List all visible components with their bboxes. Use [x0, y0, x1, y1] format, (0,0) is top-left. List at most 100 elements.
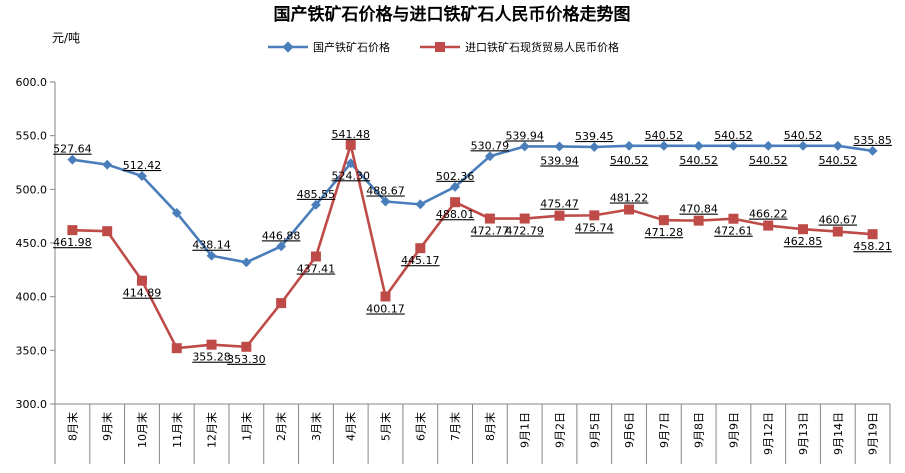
series-1-point	[276, 298, 287, 309]
data-label-domestic: 438.14	[192, 239, 231, 252]
series-1-point	[728, 213, 739, 224]
data-label-import: 458.21	[853, 240, 892, 253]
series-0-point	[728, 140, 739, 151]
data-label-import: 462.85	[784, 235, 823, 248]
series-1-point	[415, 243, 426, 254]
series-0-point	[832, 140, 843, 151]
series-1-point	[519, 213, 530, 224]
data-label-import: 466.22	[749, 208, 788, 221]
y-tick-label: 350.0	[16, 344, 48, 357]
data-label-import: 414.89	[123, 287, 162, 300]
series-1-point	[832, 226, 843, 237]
series-1-point	[867, 229, 878, 240]
x-tick-label: 5月末	[379, 412, 393, 441]
data-label-domestic: 524.30	[331, 169, 370, 182]
x-tick-label: 12月末	[205, 412, 219, 448]
data-label-domestic: 527.64	[53, 143, 92, 156]
y-tick-label: 450.0	[16, 237, 48, 250]
y-tick-label: 550.0	[16, 130, 48, 143]
series-1-point	[241, 341, 252, 352]
series-1-point	[484, 213, 495, 224]
data-label-import: 437.41	[297, 263, 336, 276]
series-1-point	[310, 251, 321, 262]
series-0-point	[171, 207, 182, 218]
legend-label-import: 进口铁矿石现货贸易人民币价格	[465, 40, 619, 54]
data-label-import: 488.01	[436, 208, 475, 221]
x-tick-label: 4月末	[344, 412, 358, 441]
data-label-domestic: 488.67	[366, 184, 405, 197]
x-tick-label: 9月7日	[658, 412, 671, 448]
y-tick-label: 600.0	[16, 76, 48, 89]
x-tick-label: 9月12日	[762, 412, 775, 455]
data-labels-layer: 527.64 461.98 512.42 414.89 438.14 355.28353.…	[53, 128, 892, 366]
x-tick-label: 9月1日	[519, 412, 532, 448]
x-tick-label: 9月13日	[797, 412, 810, 455]
x-tick-label: 1月末	[239, 412, 253, 441]
data-label-domestic: 485.55	[297, 188, 336, 201]
x-tick-label: 7月末	[448, 412, 462, 441]
x-axis: 8月末 9月末 10月末 11月末 12月末 1月末 2月末 3月末 4月末 5月末 6月末 7月末 8…	[54, 403, 891, 464]
data-label-domestic: 539.45	[575, 130, 614, 143]
series-0-point	[763, 140, 774, 151]
data-label-import: 472.79	[505, 225, 544, 238]
series-0-point	[415, 199, 426, 210]
series-1-point	[206, 339, 217, 350]
data-label-domestic: 540.52	[645, 129, 684, 142]
series-1-point	[589, 210, 600, 221]
series-0-point	[67, 154, 78, 165]
data-label-domestic: 540.52	[749, 154, 788, 167]
series-0-point	[798, 140, 808, 151]
series-1-point	[624, 204, 635, 215]
series-line-0	[72, 144, 873, 264]
data-label-domestic: 446.88	[262, 229, 301, 242]
series-1-point	[554, 210, 565, 221]
data-label-domestic: 502.36	[436, 170, 475, 183]
series-1-point	[693, 215, 704, 226]
series-1-point	[450, 197, 461, 208]
series-0-point	[276, 241, 287, 252]
x-tick-label: 9月末	[100, 412, 114, 441]
data-label-import: 475.74	[575, 221, 614, 234]
data-label-domestic: 540.52	[679, 154, 718, 167]
data-label-import: 541.48	[331, 128, 370, 141]
data-label-import: 400.17	[366, 302, 405, 315]
data-label-import: 355.28	[192, 351, 231, 364]
series-line-1	[72, 143, 873, 350]
data-label-domestic: 540.52	[610, 154, 649, 167]
series-1-point	[67, 225, 78, 236]
series-0-point	[624, 140, 635, 151]
data-label-import: 461.98	[53, 236, 92, 249]
x-tick-label: 6月末	[413, 412, 427, 441]
series-0-point	[693, 140, 704, 151]
series-1-point	[380, 291, 391, 302]
data-label-import: 472.77	[471, 225, 510, 238]
y-tick-label: 500.0	[16, 183, 48, 196]
y-tick-label: 400.0	[16, 291, 48, 304]
x-tick-label: 9月2日	[553, 412, 566, 448]
series-1-point	[658, 215, 669, 226]
series-0-point	[241, 257, 252, 268]
series-0-point	[206, 250, 217, 261]
x-tick-label: 2月末	[274, 412, 288, 441]
data-label-domestic: 512.42	[123, 159, 162, 172]
series-1-point	[345, 139, 356, 150]
data-label-domestic: 535.85	[853, 134, 892, 147]
x-tick-label: 8月末	[483, 412, 497, 441]
series-1-point	[763, 220, 774, 231]
series-0-point	[137, 171, 147, 181]
series-0-point	[867, 145, 878, 156]
data-label-import: 470.84	[679, 203, 718, 216]
data-label-domestic: 540.52	[784, 129, 823, 142]
x-tick-label: 8月末	[65, 412, 79, 441]
data-label-import: 472.61	[714, 225, 753, 238]
legend-marker-import-square	[435, 42, 445, 52]
data-label-import: 460.67	[819, 214, 858, 227]
series-0-point	[484, 151, 495, 162]
legend: 国产铁矿石价格 进口铁矿石现货贸易人民币价格	[268, 40, 619, 54]
series-layer	[67, 139, 878, 354]
series-1-point	[136, 275, 147, 286]
data-label-import: 353.30	[227, 353, 266, 366]
series-0-point	[102, 159, 113, 170]
series-0-point	[658, 140, 669, 151]
series-0-point	[310, 199, 321, 210]
